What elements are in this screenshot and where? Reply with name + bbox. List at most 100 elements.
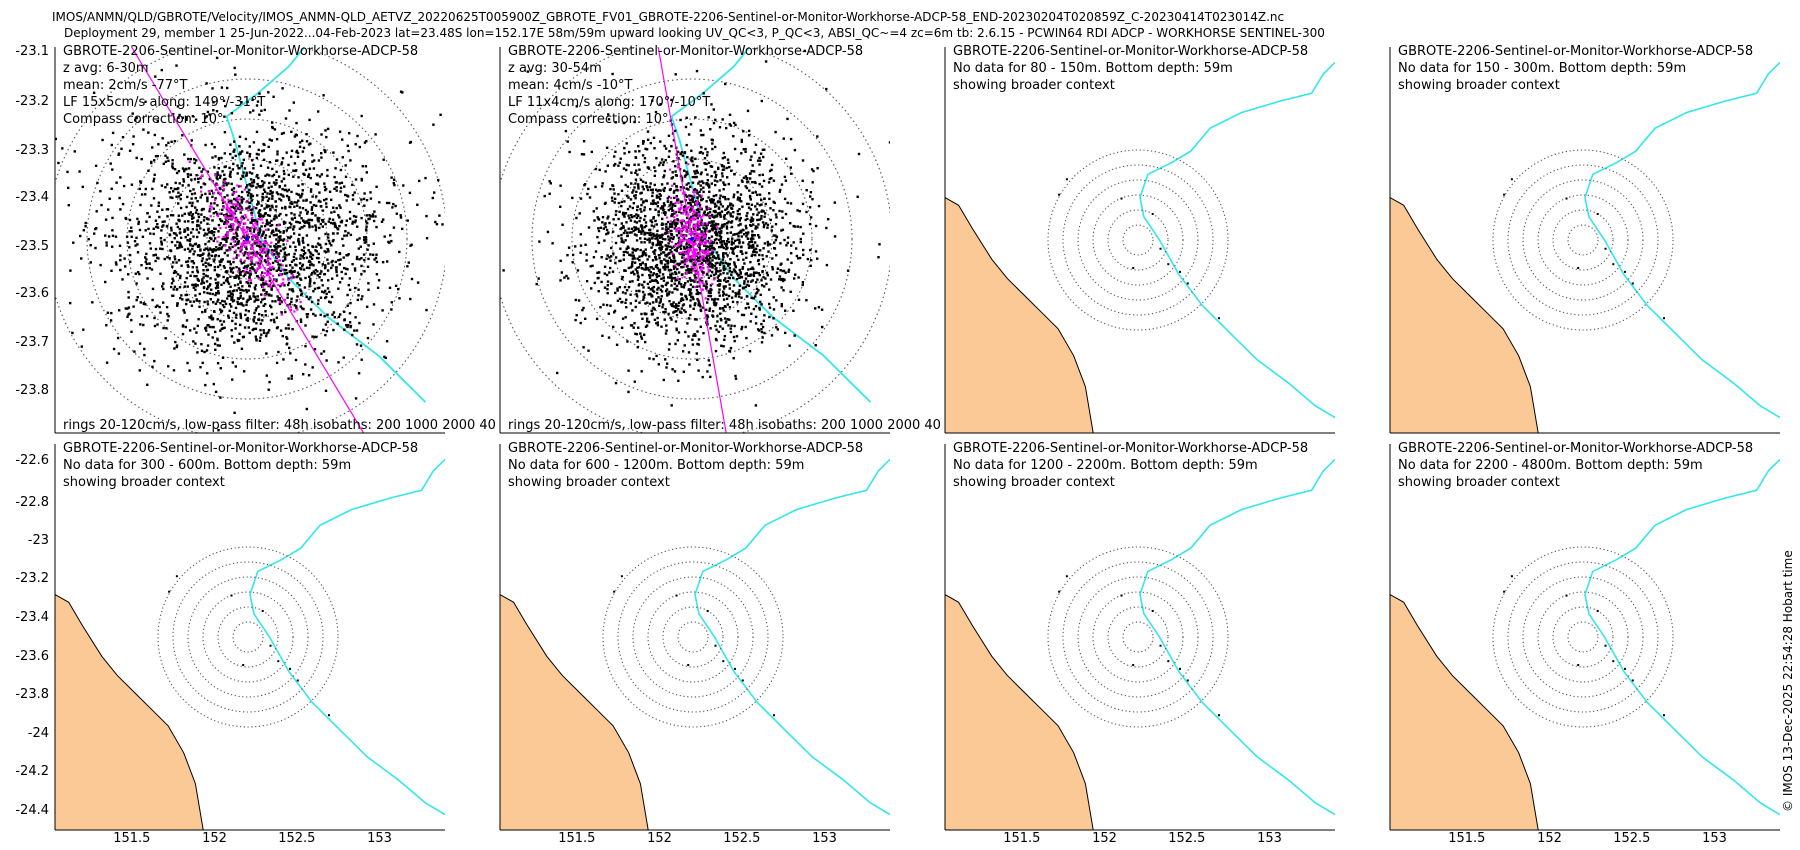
isobath-line xyxy=(1584,458,1780,816)
y-tick-label: -23.5 xyxy=(15,239,49,254)
speed-ring xyxy=(1122,224,1154,256)
x-tick-label: 151.5 xyxy=(1448,831,1485,846)
x-tick-label: 151.5 xyxy=(558,831,595,846)
x-tick-label: 152 xyxy=(1537,831,1562,846)
x-tick-label: 152 xyxy=(202,831,227,846)
panel-title: GBROTE-2206-Sentinel-or-Monitor-Workhors… xyxy=(63,441,418,456)
speed-ring xyxy=(1537,194,1629,286)
speed-ring xyxy=(662,606,724,668)
y-axis-bottom-row: -22.6 -22.8 -23 -23.2 -23.4 -23.6 -23.8 … xyxy=(15,453,49,818)
panel-info-line: Compass correction: 10° xyxy=(63,112,223,127)
panel-6: GBROTE-2206-Sentinel-or-Monitor-Workhors… xyxy=(499,441,890,831)
copyright-side-label: © IMOS 13-Dec-2025 22:54:28 Hobart time xyxy=(1781,550,1795,812)
panel-plot-area xyxy=(1390,458,1780,830)
panel-title: GBROTE-2206-Sentinel-or-Monitor-Workhors… xyxy=(953,44,1308,59)
speed-ring xyxy=(1522,179,1644,301)
y-tick-label: -23.4 xyxy=(15,190,49,205)
low-pass-scatter xyxy=(188,160,302,316)
station-marker xyxy=(245,237,249,241)
panel-2: GBROTE-2206-Sentinel-or-Monitor-Workhors… xyxy=(499,44,941,434)
speed-ring xyxy=(1492,149,1674,331)
speed-ring xyxy=(1122,621,1154,653)
speed-ring xyxy=(531,78,853,400)
panel-info-line: showing broader context xyxy=(953,78,1115,93)
reef-specks xyxy=(1058,178,1220,320)
speed-ring xyxy=(206,198,288,280)
y-tick-label: -23.6 xyxy=(15,649,49,664)
station-marker xyxy=(690,237,694,241)
panel-1: GBROTE-2206-Sentinel-or-Monitor-Workhors… xyxy=(54,44,496,434)
speed-ring xyxy=(611,158,773,320)
panel-plot-area xyxy=(55,47,445,433)
panel-title: GBROTE-2206-Sentinel-or-Monitor-Workhors… xyxy=(1398,441,1753,456)
x-tick-label: 152.5 xyxy=(1613,831,1650,846)
panel-title: GBROTE-2206-Sentinel-or-Monitor-Workhors… xyxy=(508,441,863,456)
y-tick-label: -23.3 xyxy=(15,143,49,158)
speed-ring xyxy=(1092,194,1184,286)
panel-info-line: No data for 2200 - 4800m. Bottom depth: … xyxy=(1398,458,1703,473)
speed-ring xyxy=(217,606,279,668)
panel-5: GBROTE-2206-Sentinel-or-Monitor-Workhors… xyxy=(54,441,445,831)
figure-title-line1: IMOS/ANMN/QLD/GBROTE/Velocity/IMOS_ANMN-… xyxy=(52,10,1284,24)
panel-title: GBROTE-2206-Sentinel-or-Monitor-Workhors… xyxy=(1398,44,1753,59)
panel-info-line: showing broader context xyxy=(1398,475,1560,490)
reef-specks xyxy=(1503,178,1665,320)
speed-ring xyxy=(1077,576,1199,698)
y-tick-label: -23.6 xyxy=(15,286,49,301)
coastline-land xyxy=(945,593,1094,830)
x-tick-label: 152.5 xyxy=(723,831,760,846)
panel-footer-text: rings 20-120cm/s, low-pass filter: 48h i… xyxy=(508,418,941,433)
panel-plot-area xyxy=(55,458,445,830)
y-tick-label: -23.7 xyxy=(15,335,49,350)
panel-info-line: No data for 300 - 600m. Bottom depth: 59… xyxy=(63,458,351,473)
panel-info-line: No data for 80 - 150m. Bottom depth: 59m xyxy=(953,61,1233,76)
panel-info-line: showing broader context xyxy=(953,475,1115,490)
reef-specks xyxy=(1503,575,1665,717)
panel-info-line: LF 11x4cm/s along: 170°/-10°T xyxy=(508,95,710,110)
y-tick-label: -23.1 xyxy=(15,44,49,59)
panel-info-line: Compass correction: 10° xyxy=(508,112,668,127)
y-tick-label: -22.6 xyxy=(15,453,49,468)
reef-specks xyxy=(613,575,775,717)
panel-info-line: LF 15x5cm/s along: 149°/-31°T xyxy=(63,95,265,110)
coastline-land xyxy=(1390,196,1539,433)
reef-specks xyxy=(168,575,330,717)
velocity-scatter xyxy=(502,49,890,407)
speed-ring xyxy=(1552,606,1614,668)
x-tick-label: 151.5 xyxy=(113,831,150,846)
panel-info-line: mean: 4cm/s -10°T xyxy=(508,78,632,93)
y-tick-label: -23.2 xyxy=(15,94,49,109)
speed-ring xyxy=(1107,209,1169,271)
speed-ring xyxy=(86,78,408,400)
speed-ring xyxy=(1107,606,1169,668)
coastline-land xyxy=(55,593,204,830)
coastline-land xyxy=(1390,593,1539,830)
panel-info-line: showing broader context xyxy=(63,475,225,490)
panel-7: GBROTE-2206-Sentinel-or-Monitor-Workhors… xyxy=(944,441,1335,831)
panel-footer-text: rings 20-120cm/s, low-pass filter: 48h i… xyxy=(63,418,496,433)
panel-info-line: No data for 150 - 300m. Bottom depth: 59… xyxy=(1398,61,1686,76)
speed-ring xyxy=(1567,224,1599,256)
panel-title: GBROTE-2206-Sentinel-or-Monitor-Workhors… xyxy=(508,44,863,59)
speed-ring xyxy=(1062,561,1214,713)
y-tick-label: -23.8 xyxy=(15,687,49,702)
x-tick-label: 152.5 xyxy=(1168,831,1205,846)
speed-ring xyxy=(157,546,339,728)
speed-ring xyxy=(1567,621,1599,653)
panel-plot-area xyxy=(945,458,1335,830)
y-tick-label: -24.2 xyxy=(15,764,49,779)
y-tick-label: -24 xyxy=(28,726,49,741)
velocity-scatter xyxy=(55,56,444,432)
speed-ring xyxy=(677,621,709,653)
speed-ring xyxy=(1522,576,1644,698)
isobath-line xyxy=(249,458,445,816)
panel-info-line: No data for 600 - 1200m. Bottom depth: 5… xyxy=(508,458,804,473)
speed-ring xyxy=(166,158,328,320)
speed-ring xyxy=(1507,164,1659,316)
isobath-line xyxy=(1139,61,1335,419)
panel-info-line: showing broader context xyxy=(1398,78,1560,93)
speed-ring xyxy=(571,118,813,360)
speed-ring xyxy=(172,561,324,713)
y-tick-label: -23 xyxy=(28,533,49,548)
